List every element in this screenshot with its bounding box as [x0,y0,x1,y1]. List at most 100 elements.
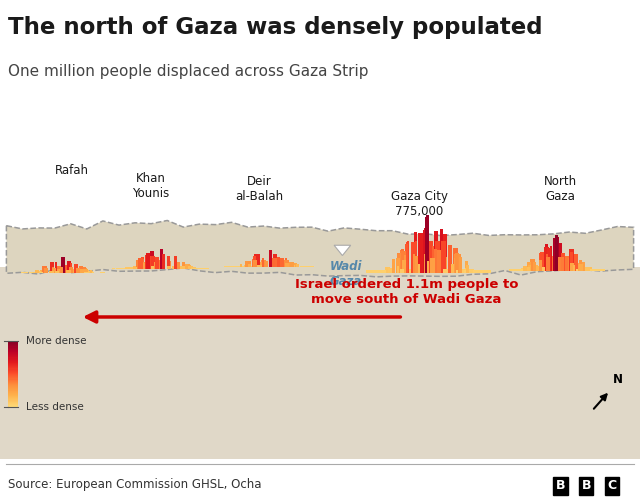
Text: Khan
Younis: Khan Younis [132,172,169,200]
Bar [396,270,399,273]
Bar [443,234,447,273]
Bar [385,267,388,273]
Bar [8,379,18,380]
Bar [8,356,18,357]
Bar [8,401,18,402]
Bar [133,267,136,269]
Bar [69,267,73,273]
Bar [186,268,188,269]
Bar [593,270,595,271]
Bar [49,271,51,273]
Bar [291,262,294,267]
Bar [403,264,406,273]
Bar [367,271,371,273]
Bar [412,249,416,273]
Bar [401,248,404,273]
Bar [8,366,18,367]
Bar [8,373,18,374]
Bar [387,268,392,273]
Bar [511,270,515,271]
Bar [8,374,18,375]
Bar [160,265,164,269]
Bar [78,271,83,273]
Bar [266,263,268,267]
Bar [466,265,469,273]
Bar [406,242,410,273]
Bar [520,269,524,271]
Bar [371,271,376,273]
Bar [185,268,189,269]
Bar [448,248,452,273]
Bar [244,265,247,267]
Bar [8,387,18,389]
Bar [546,254,548,271]
Bar [367,271,371,273]
Bar [403,255,406,273]
Bar [8,389,18,390]
Bar [8,383,18,384]
Bar [8,369,18,371]
Bar [255,260,259,267]
Bar [244,261,248,267]
Bar [280,258,284,267]
Bar [261,261,266,267]
Bar [148,258,150,269]
Bar [8,382,18,383]
Text: North
Gaza: North Gaza [543,175,577,203]
Bar [8,358,18,360]
Bar [8,349,18,350]
Bar [483,271,485,273]
Bar [483,271,485,273]
Bar [22,272,26,273]
Bar [516,270,518,271]
Bar [565,258,570,271]
Bar [561,253,566,271]
Text: B: B [582,479,591,492]
Bar [420,253,424,273]
Bar [376,271,380,273]
Bar [280,265,284,267]
Bar [550,261,555,271]
Bar [548,267,552,271]
Bar [436,250,440,273]
Bar [454,258,458,273]
Bar [482,271,486,273]
Bar [8,403,18,404]
Bar [262,258,264,267]
Bar [86,272,89,273]
Bar [397,253,401,273]
Bar [187,266,191,269]
Bar [284,260,289,267]
Bar [458,255,461,273]
Bar [191,268,196,269]
Bar [190,268,193,269]
Bar [197,268,200,269]
Bar [21,272,25,273]
Bar [453,248,458,273]
Bar [484,271,486,273]
Bar [538,261,542,271]
Bar [391,271,394,273]
Bar [454,255,458,273]
Bar [554,238,556,271]
Bar [444,263,446,273]
Polygon shape [0,267,640,459]
Bar [558,247,561,271]
Polygon shape [6,220,634,277]
Bar [255,254,260,267]
Bar [182,262,185,269]
Bar [595,270,598,271]
Bar [8,384,18,385]
Bar [76,268,81,273]
Bar [237,266,240,267]
Bar [240,264,242,267]
Bar [596,270,599,271]
Bar [59,269,63,273]
Bar [447,245,452,273]
Bar [172,266,174,269]
Bar [571,257,575,271]
Bar [481,271,483,273]
Bar [455,254,459,273]
Bar [546,263,550,271]
Bar [550,264,552,271]
